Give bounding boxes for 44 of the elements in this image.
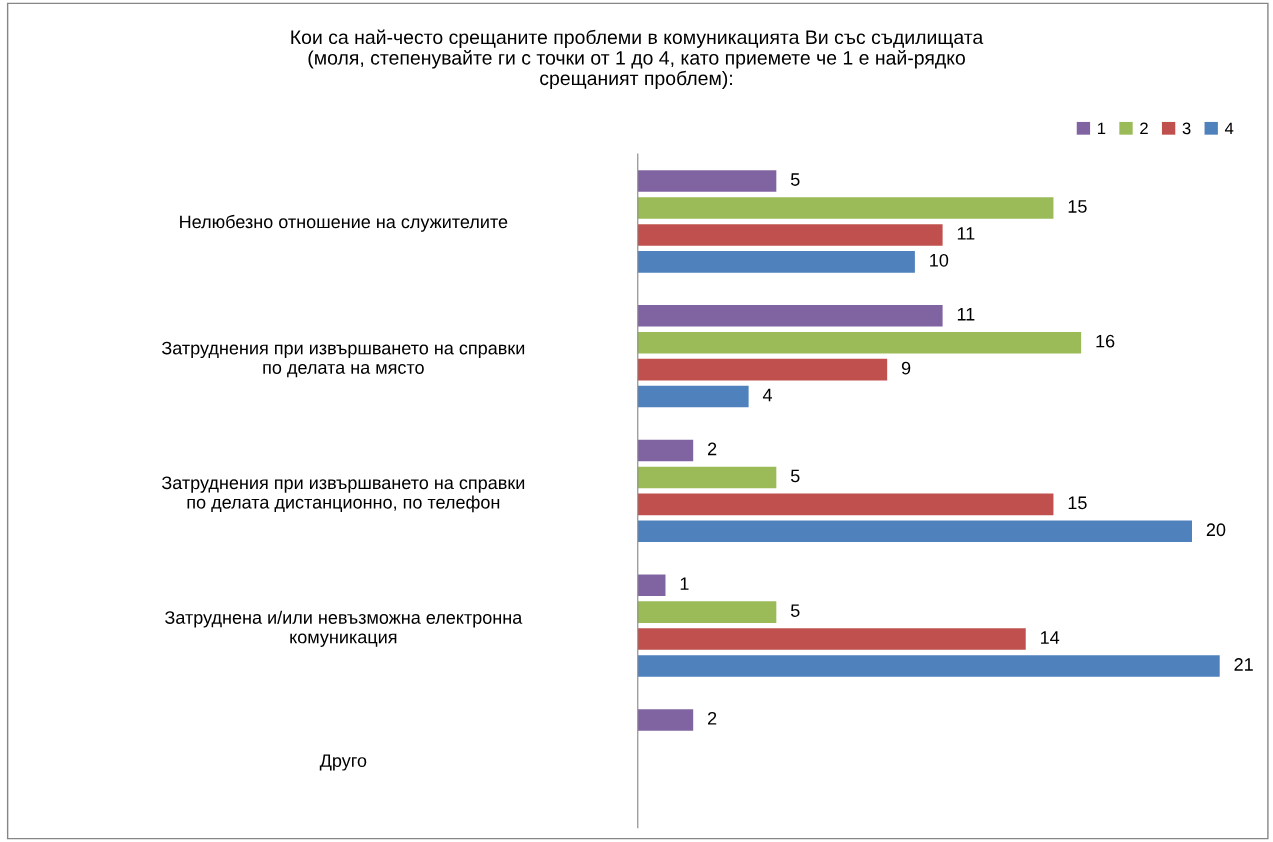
- data-label: 15: [1068, 496, 1087, 510]
- data-label: 20: [1206, 523, 1226, 537]
- bar: [637, 466, 777, 489]
- bar: [637, 520, 1192, 543]
- chart-title: Кои са най-често срещаните проблеми в комуникацията Ви със съдилищата (моля, степенувайте ги с точки от 1 до 4, като приемете че 1 е най-рядко срещаният проблем):: [291, 29, 984, 89]
- y-tick-label: Друго: [319, 754, 367, 771]
- bar: [637, 655, 1220, 677]
- data-label: 21: [1234, 658, 1253, 671]
- data-label: 11: [957, 227, 975, 240]
- data-label: 5: [790, 173, 800, 186]
- data-label: 16: [1096, 334, 1115, 348]
- legend-label: 1: [1098, 122, 1106, 135]
- bar: [637, 628, 1026, 650]
- bar: [637, 709, 694, 731]
- data-label: 5: [790, 604, 800, 617]
- bar: [637, 197, 1054, 219]
- bar: [637, 304, 943, 327]
- data-label: 15: [1068, 200, 1087, 213]
- bar: [637, 493, 1054, 516]
- bar: [637, 251, 915, 273]
- y-tick-label: Затруднения при извършването на справки по делата на място: [161, 341, 525, 378]
- legend-label: 3: [1182, 122, 1191, 135]
- bar: [637, 601, 777, 623]
- data-label: 1: [680, 577, 689, 590]
- legend-label: 2: [1140, 122, 1148, 135]
- bar: [637, 331, 1082, 354]
- data-label: 14: [1041, 631, 1060, 644]
- y-tick-label: Нелюбезно отношение на служителите: [180, 214, 508, 232]
- data-label: 2: [707, 442, 717, 456]
- bar: [637, 385, 749, 408]
- data-label: 9: [901, 361, 911, 375]
- bar: [637, 358, 888, 381]
- data-label: 10: [930, 253, 949, 267]
- legend-label: 4: [1224, 122, 1234, 135]
- bar: [637, 574, 666, 596]
- data-label: 2: [707, 711, 717, 725]
- data-label: 5: [790, 469, 800, 483]
- y-tick-label: Затруднена и/или невъзможна електронна комуникация: [165, 610, 523, 647]
- bar: [637, 439, 694, 462]
- y-tick-label: Затруднения при извършването на справки по делата дистанционно, по телефон: [161, 476, 525, 513]
- data-label: 4: [762, 388, 773, 402]
- data-label: 11: [957, 308, 975, 321]
- bar: [637, 224, 943, 246]
- bar: [637, 170, 777, 192]
